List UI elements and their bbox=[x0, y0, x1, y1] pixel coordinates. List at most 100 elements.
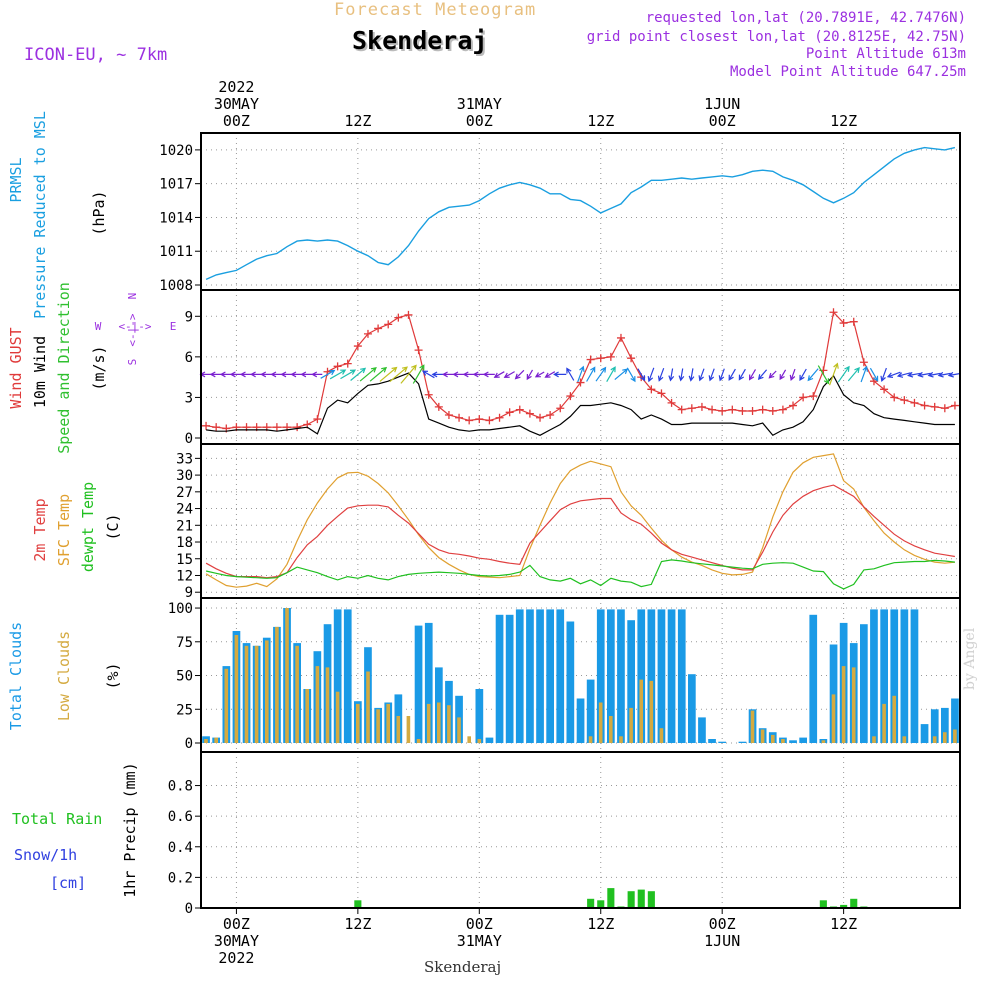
gust-marker bbox=[789, 401, 798, 410]
total-cloud-bar bbox=[951, 698, 959, 743]
gust-marker bbox=[384, 320, 393, 329]
low-cloud-bar bbox=[426, 703, 431, 743]
low-cloud-bar bbox=[214, 737, 218, 743]
gust-marker bbox=[809, 392, 818, 401]
low-cloud-bar bbox=[285, 608, 289, 743]
low-cloud-bar bbox=[882, 703, 886, 743]
wind-direction-arrow bbox=[329, 369, 347, 380]
wind-direction-arrow bbox=[789, 368, 796, 381]
data-layer bbox=[199, 146, 961, 908]
rain-bar bbox=[819, 900, 827, 908]
total-cloud-bar bbox=[698, 717, 706, 743]
credit-watermark: by Angel bbox=[962, 627, 978, 690]
ytick-label-temperature: 12 bbox=[176, 568, 193, 584]
gust-marker bbox=[374, 324, 383, 333]
wind-direction-arrow bbox=[369, 366, 388, 382]
low-cloud-bar bbox=[356, 703, 360, 743]
gust-marker bbox=[920, 401, 929, 410]
low-cloud-bar bbox=[892, 695, 896, 743]
wind-direction-arrow bbox=[768, 370, 777, 379]
time-label-bottom: 31MAY bbox=[457, 932, 502, 950]
wind-direction-arrow bbox=[886, 371, 901, 378]
gust-marker bbox=[293, 423, 302, 432]
gust-marker bbox=[728, 405, 737, 414]
wind-direction-arrow bbox=[728, 368, 736, 381]
total-cloud-bar bbox=[475, 689, 484, 743]
total-cloud-bar bbox=[667, 609, 676, 743]
low-cloud-bar bbox=[639, 679, 643, 743]
total-cloud-bar bbox=[343, 609, 352, 743]
gust-marker bbox=[434, 402, 443, 411]
wind-direction-arrow bbox=[647, 367, 655, 383]
gust-marker bbox=[586, 355, 595, 364]
gust-marker bbox=[455, 413, 464, 422]
wind-direction-arrow bbox=[698, 368, 705, 382]
snow-unit: [cm] bbox=[50, 874, 86, 892]
time-label-top: 30MAY bbox=[214, 95, 259, 113]
total-cloud-bar bbox=[586, 679, 595, 743]
low-cloud-bar bbox=[376, 709, 380, 743]
gust-marker bbox=[667, 398, 676, 407]
gust-marker bbox=[839, 319, 848, 328]
ytick-label-temperature: 27 bbox=[176, 485, 193, 501]
gust-marker bbox=[404, 310, 413, 319]
total-cloud-bar bbox=[485, 737, 494, 743]
low-cloud-bar bbox=[366, 671, 370, 743]
low-cloud-bar bbox=[477, 739, 482, 743]
gust-marker bbox=[799, 393, 808, 402]
total-cloud-bar bbox=[870, 609, 878, 743]
wind-direction-arrow bbox=[657, 367, 665, 382]
time-label-top: 00Z bbox=[466, 112, 493, 130]
time-label-bottom: 00Z bbox=[223, 915, 250, 933]
low-cloud-bar bbox=[224, 668, 229, 743]
wind-direction-arrow bbox=[595, 366, 607, 382]
wind-direction-arrow bbox=[626, 367, 636, 383]
gust-marker bbox=[505, 408, 514, 417]
gust-marker bbox=[880, 385, 889, 394]
model-point-altitude: Model Point Altitude 647.25m bbox=[729, 64, 966, 80]
total-cloud-bar bbox=[515, 609, 524, 743]
gust-marker bbox=[606, 352, 615, 361]
wind-direction-arrow bbox=[544, 371, 556, 378]
gust-marker bbox=[657, 389, 666, 398]
time-label-bottom: 2022 bbox=[218, 949, 254, 967]
low-cloud-bar bbox=[781, 739, 785, 743]
rain-bar bbox=[627, 891, 635, 908]
compass-s: S bbox=[126, 359, 139, 366]
ytick-label-precip: 0 bbox=[185, 901, 193, 917]
sfc-temp-title: SFC Temp bbox=[55, 494, 73, 566]
wind-direction-arrow bbox=[869, 367, 879, 382]
time-label-top: 12Z bbox=[587, 112, 614, 130]
wind-direction-arrow bbox=[350, 367, 367, 381]
total-cloud-bar bbox=[920, 724, 929, 743]
wind-direction-arrow bbox=[896, 372, 911, 378]
ytick-label-clouds: 75 bbox=[176, 635, 193, 651]
low-cloud-bar bbox=[467, 736, 471, 743]
ytick-label-precip: 0.2 bbox=[168, 870, 193, 886]
total-cloud-bar bbox=[526, 609, 534, 743]
wind-direction-arrow bbox=[807, 368, 819, 382]
low-cloud-bar bbox=[416, 739, 421, 743]
wind-direction-arrow bbox=[637, 368, 646, 382]
ytick-label-precip: 0.8 bbox=[168, 779, 193, 795]
ytick-label-temperature: 24 bbox=[176, 502, 193, 518]
wind-direction-arrow bbox=[311, 371, 323, 378]
wind-direction-arrow bbox=[668, 368, 675, 382]
gust-marker bbox=[627, 354, 636, 363]
ytick-label-clouds: 25 bbox=[176, 702, 193, 718]
low-cloud-bar bbox=[204, 739, 208, 743]
gust-marker bbox=[566, 392, 575, 401]
ytick-label-wind: 9 bbox=[185, 309, 193, 325]
grid-point-coords: grid point closest lon,lat (20.8125E, 42… bbox=[586, 29, 966, 45]
gust-marker bbox=[343, 359, 352, 368]
rain-bar bbox=[607, 888, 615, 908]
wind-direction-arrow bbox=[209, 371, 222, 378]
wind-direction-arrow bbox=[817, 365, 830, 385]
gust-marker bbox=[708, 405, 717, 414]
gust-marker bbox=[718, 406, 727, 415]
low-cloud-bar bbox=[588, 736, 593, 743]
time-label-top: 31MAY bbox=[457, 95, 502, 113]
point-altitude: Point Altitude 613m bbox=[805, 46, 966, 62]
compass-ns-arrow: <-|-> bbox=[126, 313, 139, 346]
wind-direction-arrow bbox=[586, 366, 596, 382]
